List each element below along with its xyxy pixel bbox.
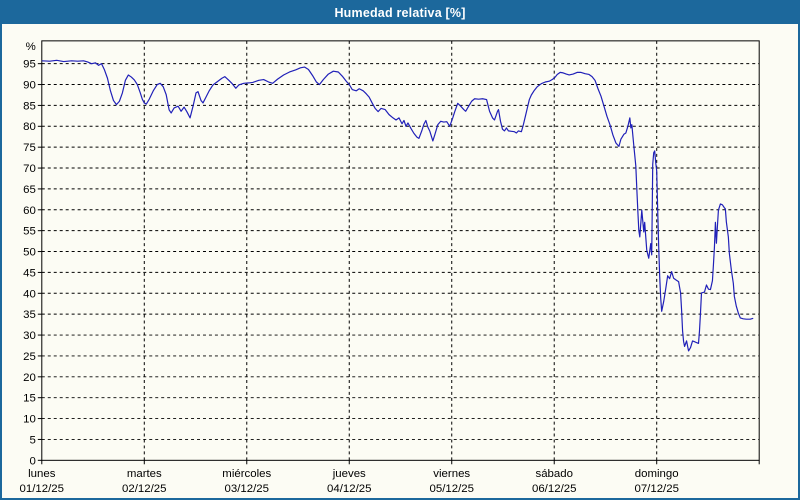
x-day-label: jueves bbox=[332, 468, 366, 480]
y-tick-label: 20 bbox=[23, 372, 36, 384]
y-tick-label: 70 bbox=[23, 163, 36, 175]
x-date-label: 07/12/25 bbox=[634, 483, 678, 495]
y-tick-label: 15 bbox=[23, 393, 36, 405]
y-tick-label: 30 bbox=[23, 330, 36, 342]
x-date-label: 05/12/25 bbox=[429, 483, 473, 495]
y-tick-label: 10 bbox=[23, 414, 36, 426]
y-tick-label: 65 bbox=[23, 184, 36, 196]
y-tick-label: 40 bbox=[23, 288, 36, 300]
y-tick-label: 35 bbox=[23, 309, 36, 321]
y-tick-label: 55 bbox=[23, 226, 36, 238]
y-tick-label: 90 bbox=[23, 80, 36, 92]
chart-title: Humedad relativa [%] bbox=[334, 6, 466, 20]
y-tick-label: 95 bbox=[23, 59, 36, 71]
title-bar: Humedad relativa [%] bbox=[2, 2, 798, 24]
y-tick-label: 0 bbox=[29, 455, 35, 467]
y-axis-unit-label: % bbox=[26, 41, 36, 53]
x-date-label: 01/12/25 bbox=[20, 483, 64, 495]
x-day-label: lunes bbox=[28, 468, 56, 480]
y-tick-label: 25 bbox=[23, 351, 36, 363]
x-day-label: viernes bbox=[433, 468, 470, 480]
humidity-line-chart: 0 5 10 15 20 25 30 35 40 45 50 55 60 65 70 75 80 85 90 95% l… bbox=[20, 40, 760, 495]
y-tick-label: 80 bbox=[23, 121, 36, 133]
x-day-label: domingo bbox=[635, 468, 679, 480]
humidity-series-line bbox=[41, 59, 754, 352]
x-date-label: 02/12/25 bbox=[122, 483, 166, 495]
y-tick-label: 75 bbox=[23, 142, 36, 154]
x-date-label: 03/12/25 bbox=[225, 483, 269, 495]
x-day-label: miércoles bbox=[222, 468, 271, 480]
y-tick-label: 5 bbox=[29, 434, 35, 446]
x-date-label: 04/12/25 bbox=[327, 483, 371, 495]
y-tick-label: 85 bbox=[23, 100, 36, 112]
x-date-label: 06/12/25 bbox=[532, 483, 576, 495]
y-tick-label: 60 bbox=[23, 205, 36, 217]
y-tick-label: 50 bbox=[23, 247, 36, 259]
y-tick-label: 45 bbox=[23, 267, 36, 279]
x-day-label: sábado bbox=[535, 468, 572, 480]
x-day-label: martes bbox=[127, 468, 162, 480]
plot-border bbox=[41, 40, 760, 461]
